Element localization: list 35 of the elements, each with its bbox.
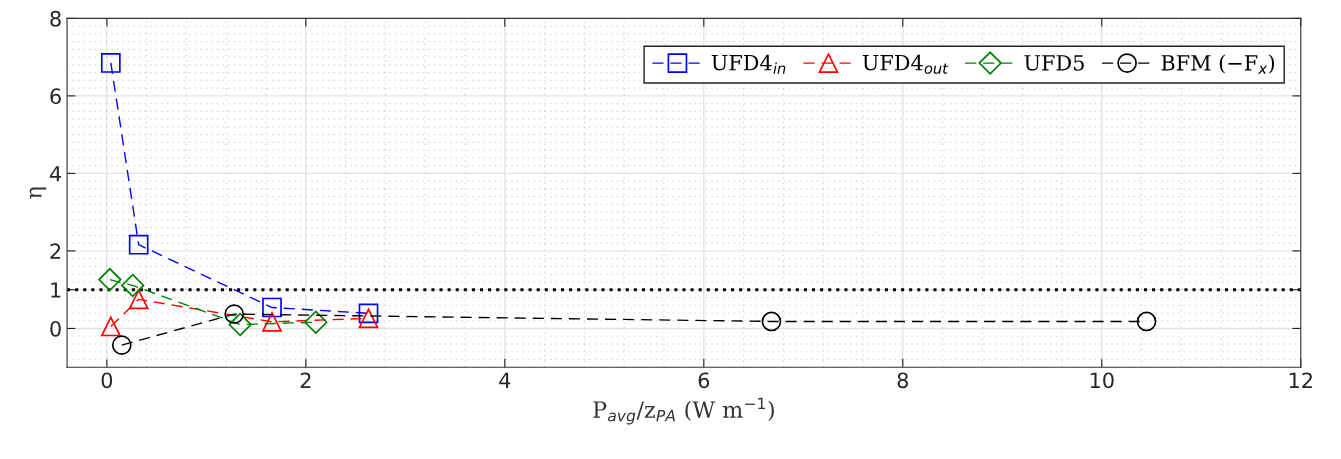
y-tick-label: 0 (50, 320, 61, 337)
y-axis-title: η (29, 187, 47, 199)
legend-label: BFM (−F$_{x}$) (1161, 54, 1275, 74)
x-tick-label: 4 (499, 372, 511, 388)
legend-label: UFD4$_{out}$ (862, 54, 949, 74)
legend-label: UFD5 (1024, 55, 1084, 71)
x-tick-label: 8 (897, 372, 908, 389)
x-tick-label: 2 (300, 372, 311, 388)
point (1136, 311, 1157, 332)
y-tick-label: 4 (49, 166, 62, 182)
y-tick-label: 2 (50, 243, 61, 259)
point (128, 234, 149, 255)
point (761, 311, 782, 332)
point (224, 304, 245, 324)
y-tick-label: 1 (51, 282, 61, 298)
y-tick-label: 6 (50, 88, 61, 105)
legend-label: UFD4$_{in}$ (711, 54, 786, 74)
point (100, 53, 121, 73)
x-tick-label: 0 (101, 372, 113, 389)
point (128, 289, 149, 310)
x-tick-label: 12 (1289, 372, 1312, 388)
point (358, 303, 379, 324)
point (111, 335, 132, 355)
point (98, 267, 122, 292)
point (262, 311, 282, 332)
point (100, 316, 121, 337)
x-tick-label: 10 (1090, 372, 1114, 389)
point (304, 310, 328, 334)
point (262, 297, 282, 318)
point (358, 308, 379, 329)
point (121, 273, 145, 298)
x-axis-title: P$_{avg}$/z$_{PA}$ (W m$^{−1}$) (593, 397, 774, 425)
y-tick-label: 8 (50, 10, 61, 27)
point (228, 312, 252, 337)
x-tick-label: 6 (698, 372, 710, 389)
